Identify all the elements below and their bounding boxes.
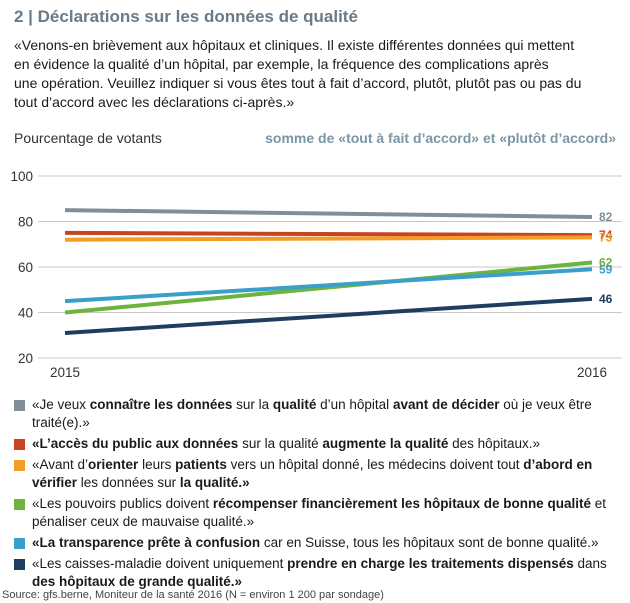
page-title: 2 | Déclarations sur les données de qual… — [14, 7, 358, 26]
legend-text: leurs — [138, 457, 176, 472]
legend-text: sur la qualité — [238, 436, 323, 451]
legend-text: «La transparence prête à confusion — [32, 535, 261, 550]
axes: 20 40 60 80 100 2015 2016 — [10, 169, 607, 380]
intro-line: tout d’accord avec les déclarations ci-a… — [14, 94, 295, 110]
series-line — [64, 260, 593, 315]
legend-text: des hôpitaux.» — [448, 436, 540, 451]
legend-text: récompenser financièrement les hôpitaux … — [212, 496, 591, 511]
legend-text: avant de décider — [392, 397, 500, 412]
legend-item: «Je veux connaître les données sur la qu… — [14, 396, 622, 432]
legend-text: «L’accès du public aux données — [32, 436, 239, 451]
series-line — [64, 208, 593, 219]
legend-item: «La transparence prête à confusion car e… — [14, 534, 622, 552]
intro-line: «Venons-en brièvement aux hôpitaux et cl… — [14, 37, 575, 53]
grid — [38, 175, 622, 359]
data-label: 46 — [599, 292, 613, 306]
legend-swatch — [14, 439, 25, 450]
y-tick-label: 100 — [10, 169, 33, 184]
y-axis-label: Pourcentage de votants — [14, 130, 162, 146]
legend-text: et pénaliser ceux de mauvaise qualité.» — [32, 496, 606, 529]
legend-item: «Les pouvoirs publics doivent récompense… — [14, 495, 622, 531]
intro-line: une opération. Veuillez indiquer si vous… — [14, 75, 582, 91]
intro-line: en évidence la qualité d’un hôpital, par… — [14, 56, 549, 72]
intro-text: «Venons-en brièvement aux hôpitaux et cl… — [14, 36, 619, 112]
x-tick-label: 2016 — [577, 365, 607, 380]
data-label: 62 — [599, 255, 613, 269]
legend-text: vers un hôpital donné, les médecins doiv… — [226, 457, 524, 472]
legend-swatch — [14, 460, 25, 471]
chart-subtitle: somme de «tout à fait d’accord» et «plut… — [265, 130, 616, 146]
legend-text: des hôpitaux de grande qualité.» — [32, 574, 243, 589]
data-label: 74 — [599, 228, 613, 242]
legend-text: dans — [573, 556, 607, 571]
legend: «Je veux connaître les données sur la qu… — [14, 396, 622, 594]
legend-text: «Je veux — [32, 397, 90, 412]
series-lines — [64, 208, 593, 335]
legend-text: car en Suisse, tous les hôpitaux sont de… — [260, 535, 599, 550]
data-label: 73 — [599, 230, 613, 244]
legend-text: prendre en charge les traitements dispen… — [287, 556, 574, 571]
y-tick-label: 20 — [18, 351, 33, 366]
legend-swatch — [14, 400, 25, 411]
legend-item: «L’accès du public aux données sur la qu… — [14, 435, 622, 453]
legend-text: d’abord en vérifier — [32, 457, 593, 490]
data-label: 82 — [599, 210, 613, 224]
source-note: Source: gfs.berne, Moniteur de la santé … — [2, 589, 384, 601]
legend-text: orienter — [88, 457, 139, 472]
series-line — [64, 235, 593, 242]
legend-item: «Les caisses-maladie doivent uniquement … — [14, 555, 622, 591]
legend-text: «Les caisses-maladie doivent uniquement — [32, 556, 288, 571]
x-tick-label: 2015 — [50, 365, 80, 380]
y-tick-label: 80 — [18, 215, 33, 230]
data-label: 59 — [599, 262, 613, 276]
legend-text: augmente la qualité — [322, 436, 449, 451]
legend-text: sur la — [232, 397, 273, 412]
series-line — [64, 230, 593, 238]
y-tick-label: 60 — [18, 260, 33, 275]
legend-swatch — [14, 538, 25, 549]
legend-swatch — [14, 559, 25, 570]
legend-text: patients — [175, 457, 227, 472]
legend-text: la qualité.» — [179, 475, 250, 490]
legend-text: qualité — [272, 397, 317, 412]
legend-text: d’un hôpital — [316, 397, 393, 412]
legend-text: «Les pouvoirs publics doivent — [32, 496, 213, 511]
legend-text: connaître les données — [89, 397, 233, 412]
y-tick-label: 40 — [18, 306, 33, 321]
legend-text: où je veux être traité(e).» — [32, 397, 592, 430]
series-line — [64, 267, 593, 304]
legend-text: les données sur — [77, 475, 180, 490]
legend-swatch — [14, 499, 25, 510]
legend-item: «Avant d’orienter leurs patients vers un… — [14, 456, 622, 492]
legend-text: «Avant d’ — [32, 457, 89, 472]
series-line — [64, 296, 593, 335]
